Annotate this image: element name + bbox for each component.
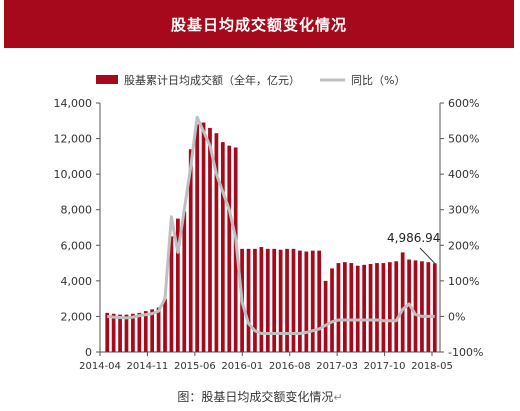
- legend-bar-swatch: [96, 75, 118, 84]
- y-right-tick-label: -100%: [448, 346, 483, 359]
- bar: [432, 263, 437, 352]
- bar: [188, 149, 193, 352]
- bar: [208, 127, 212, 353]
- bar: [310, 250, 315, 352]
- bar: [214, 133, 219, 352]
- bar: [291, 248, 296, 352]
- bar: [420, 261, 424, 352]
- bar: [375, 263, 379, 352]
- bar: [426, 262, 431, 352]
- bar: [227, 145, 232, 352]
- bar: [246, 248, 251, 352]
- bar: [163, 298, 167, 352]
- bar: [182, 211, 187, 352]
- bar: [298, 250, 302, 352]
- annotation-leader: [419, 247, 436, 264]
- x-tick-label: 2017-10: [364, 361, 406, 372]
- bar: [220, 142, 225, 352]
- y-left-tick-label: 10,000: [54, 168, 93, 181]
- bar: [394, 261, 399, 352]
- x-tick-label: 2014-04: [79, 361, 121, 372]
- x-tick-label: 2015-06: [174, 361, 216, 372]
- bar: [355, 265, 360, 352]
- yoy-line: [107, 115, 435, 335]
- bar: [272, 248, 277, 352]
- bar: [265, 248, 270, 352]
- legend-bar-label: 股基累计日均成交额（全年，亿元）: [124, 73, 300, 87]
- bar: [400, 252, 405, 352]
- y-right-tick-label: 0%: [448, 310, 465, 323]
- bar: [169, 236, 174, 352]
- bar: [111, 313, 116, 352]
- y-left-tick-label: 4,000: [61, 275, 93, 288]
- bar: [131, 313, 135, 352]
- annotation-label: 4,986.94: [387, 231, 440, 245]
- bar: [143, 311, 148, 352]
- y-right-tick-label: 500%: [448, 133, 479, 146]
- bar: [381, 263, 386, 352]
- bar: [336, 263, 341, 352]
- x-tick-label: 2017-03: [316, 361, 358, 372]
- y-left-tick-label: 0: [85, 346, 92, 359]
- chart-title-banner: 股基日均成交额变化情况: [4, 0, 514, 48]
- bar: [368, 263, 373, 352]
- y-left-tick-label: 12,000: [54, 133, 93, 146]
- y-left-tick-label: 2,000: [61, 310, 93, 323]
- y-left-tick-label: 14,000: [54, 97, 93, 110]
- y-left-tick-label: 6,000: [61, 239, 93, 252]
- chart-area: 股基累计日均成交额（全年，亿元） 同比（%） 0 2,000 4,000 6,000 8,0…: [54, 73, 484, 372]
- bar: [330, 268, 334, 352]
- y-left-tick-label: 8,000: [61, 204, 93, 217]
- bar: [323, 280, 328, 352]
- bar: [253, 248, 257, 352]
- bar: [285, 248, 289, 352]
- y-right-tick-label: 400%: [448, 168, 479, 181]
- bar: [387, 262, 392, 352]
- y-right-tick-label: 100%: [448, 275, 479, 288]
- bar: [176, 218, 180, 352]
- bar: [362, 264, 366, 352]
- bar: [118, 314, 122, 352]
- caption-text: 图：股基日均成交额变化情况: [177, 390, 334, 404]
- bar: [317, 250, 322, 352]
- x-tick-label: 2016-08: [269, 361, 311, 372]
- bar: [105, 312, 110, 352]
- x-tick-label: 2016-01: [221, 361, 263, 372]
- bar: [195, 124, 199, 352]
- y-right-tick-label: 600%: [448, 97, 479, 110]
- bar: [201, 122, 206, 352]
- bar: [259, 247, 264, 352]
- bar: [413, 260, 418, 352]
- bar: [343, 262, 347, 352]
- bar: [304, 251, 309, 352]
- bar: [150, 309, 155, 352]
- x-tick-label: 2014-11: [127, 361, 169, 372]
- chart-title: 股基日均成交额变化情况: [170, 15, 347, 34]
- legend-line-label: 同比（%）: [351, 74, 405, 87]
- x-tick-label: 2018-05: [411, 361, 453, 372]
- y-right-tick-label: 300%: [448, 204, 479, 217]
- figure-caption: 图：股基日均成交额变化情况↵: [177, 390, 343, 404]
- bar: [278, 249, 283, 352]
- y-right-tick-label: 200%: [448, 239, 479, 252]
- bar: [156, 307, 161, 352]
- bar: [349, 263, 354, 352]
- bar: [137, 312, 142, 352]
- bar: [124, 314, 129, 352]
